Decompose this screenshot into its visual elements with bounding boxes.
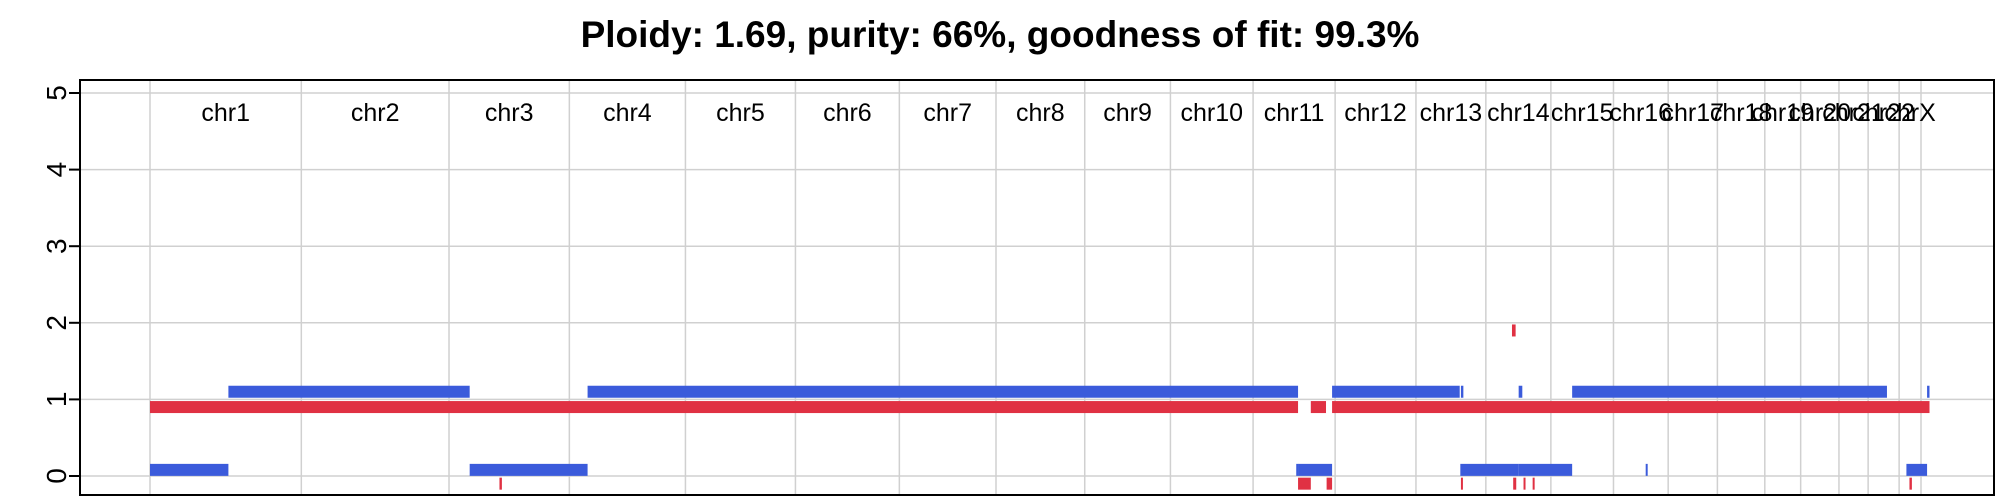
minor-cn-segment-7	[1511, 324, 1516, 337]
major-cn-segment-1	[228, 385, 470, 398]
y-axis: 0 1 2 3 4 5	[41, 85, 81, 484]
chrom-label-chr18: chr18	[1710, 99, 1773, 127]
chromosome-labels: chr1 chr2 chr3 chr4 chr5 chr6 chr7 chr8 chr9 chr1…	[201, 99, 1936, 127]
chrom-label-chr21: chr21	[1822, 99, 1885, 127]
major-cn-segment-0	[150, 463, 229, 476]
minor-cn-segment-9	[1523, 477, 1526, 490]
y-tick-label-1: 1	[41, 392, 72, 408]
minor-cn-segment-6	[1460, 477, 1463, 490]
minor-cn-segment-3	[1310, 401, 1327, 414]
segments	[150, 324, 1930, 490]
chrom-label-chr17: chr17	[1662, 99, 1725, 127]
chrom-label-chr14: chr14	[1487, 99, 1550, 127]
chrom-label-chr11: chr11	[1264, 99, 1325, 127]
chrom-label-chr19: chr19	[1751, 99, 1814, 127]
chrom-label-chr22: chr22	[1852, 99, 1915, 127]
y-tick-label-2: 2	[41, 315, 72, 331]
major-cn-segment-8	[1460, 463, 1519, 476]
chrom-label-chr2: chr2	[351, 99, 400, 127]
grid-lines	[80, 80, 1994, 495]
major-cn-segment-11	[1572, 385, 1887, 398]
minor-cn-segment-1	[499, 477, 502, 490]
chrom-label-chr12: chr12	[1344, 99, 1407, 127]
chrom-label-chr8: chr8	[1016, 99, 1065, 127]
minor-cn-segment-5	[1332, 401, 1930, 414]
major-cn-segment-7	[1460, 385, 1464, 398]
major-cn-segment-10	[1518, 385, 1523, 398]
chrom-label-chr16: chr16	[1610, 99, 1673, 127]
major-cn-segment-3	[587, 385, 1299, 398]
chrom-label-chr13: chr13	[1420, 99, 1483, 127]
y-tick-label-0: 0	[41, 468, 72, 484]
minor-cn-segment-8	[1513, 477, 1517, 490]
chrom-label-chr10: chr10	[1180, 99, 1243, 127]
chrom-label-chr15: chr15	[1551, 99, 1614, 127]
major-cn-segment-5	[1298, 463, 1333, 476]
major-cn-segment-2	[469, 463, 588, 476]
major-cn-segment-6	[1332, 385, 1460, 398]
chrom-label-chr7: chr7	[923, 99, 972, 127]
major-cn-segment-13	[1906, 463, 1928, 476]
minor-cn-segment-10	[1532, 477, 1535, 490]
y-tick-label-5: 5	[41, 85, 72, 101]
minor-cn-segment-11	[1909, 477, 1912, 490]
major-cn-segment-9	[1518, 463, 1573, 476]
major-cn-segment-4	[1296, 463, 1299, 476]
minor-cn-segment-2	[1298, 477, 1311, 490]
chrom-label-chr1: chr1	[201, 99, 250, 127]
minor-cn-segment-0	[150, 401, 1299, 414]
minor-cn-segment-4	[1326, 477, 1333, 490]
chrom-label-chr3: chr3	[485, 99, 534, 127]
chart-title: Ploidy: 1.69, purity: 66%, goodness of f…	[580, 14, 1420, 55]
y-tick-label-3: 3	[41, 238, 72, 254]
chrom-label-chr20: chr20	[1789, 99, 1852, 127]
major-cn-segment-12	[1645, 463, 1648, 476]
chrom-label-chr9: chr9	[1103, 99, 1152, 127]
chrom-label-chr5: chr5	[716, 99, 765, 127]
y-tick-label-4: 4	[41, 162, 72, 178]
chrom-label-chr4: chr4	[603, 99, 652, 127]
chrom-label-chr6: chr6	[823, 99, 872, 127]
chrom-label-chrX: chrX	[1884, 99, 1936, 127]
plot-frame	[79, 79, 1995, 496]
major-cn-segment-14	[1927, 385, 1930, 398]
